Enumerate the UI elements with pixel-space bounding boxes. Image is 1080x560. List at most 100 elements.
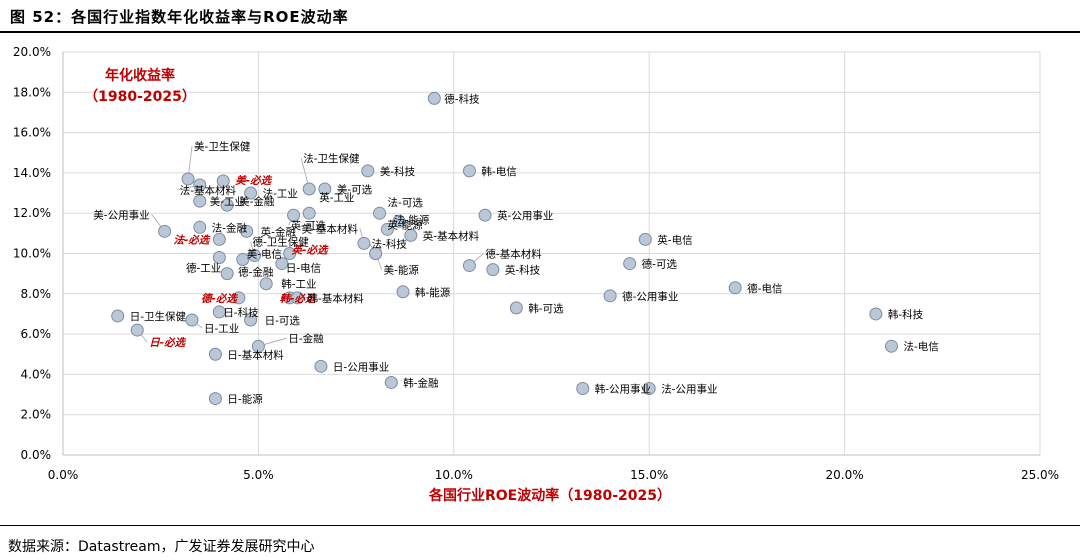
point-label: 韩-可选 bbox=[528, 302, 564, 315]
x-tick-label: 10.0% bbox=[435, 468, 473, 482]
point-label: 法-金融 bbox=[212, 221, 248, 234]
data-point bbox=[380, 222, 394, 236]
data-point bbox=[361, 164, 375, 178]
data-point bbox=[357, 236, 371, 250]
point-label: 日-电信 bbox=[286, 262, 321, 275]
data-point bbox=[244, 186, 258, 200]
data-point bbox=[244, 313, 258, 327]
point-label: 法-可选 bbox=[388, 196, 424, 209]
point-label: 日-必选 bbox=[149, 336, 186, 349]
y-tick-label: 16.0% bbox=[13, 126, 51, 140]
x-tick-label: 0.0% bbox=[48, 468, 79, 482]
point-label: 德-工业 bbox=[186, 262, 221, 275]
y-tick-label: 20.0% bbox=[13, 45, 51, 59]
data-point bbox=[236, 253, 250, 267]
y-axis-title-line1: 年化收益率 bbox=[105, 67, 175, 84]
data-point bbox=[247, 249, 261, 263]
data-point bbox=[240, 224, 254, 238]
y-tick-label: 8.0% bbox=[21, 287, 52, 301]
point-label: 德-基本材料 bbox=[485, 248, 542, 261]
point-label: 韩-必选 bbox=[280, 292, 317, 305]
point-label: 韩-能源 bbox=[415, 286, 451, 299]
data-point bbox=[392, 214, 406, 228]
data-point bbox=[462, 259, 476, 273]
point-label: 韩-科技 bbox=[888, 308, 924, 321]
point-label: 韩-电信 bbox=[481, 165, 516, 178]
y-tick-label: 2.0% bbox=[21, 408, 52, 422]
point-label: 德-卫生保健 bbox=[252, 236, 309, 249]
data-point bbox=[185, 313, 199, 327]
data-point bbox=[130, 323, 144, 337]
data-point bbox=[287, 208, 301, 222]
data-point bbox=[642, 382, 656, 396]
data-point bbox=[404, 228, 418, 242]
data-point bbox=[302, 182, 316, 196]
point-label: 德-科技 bbox=[444, 92, 480, 105]
y-tick-label: 10.0% bbox=[13, 247, 51, 261]
data-point bbox=[638, 232, 652, 246]
title-rule bbox=[0, 31, 1080, 33]
data-point bbox=[373, 206, 387, 220]
point-label: 美-电信 bbox=[247, 248, 282, 261]
data-point bbox=[193, 220, 207, 234]
data-point bbox=[232, 291, 246, 305]
gridlines bbox=[63, 51, 1041, 455]
data-point bbox=[158, 224, 172, 238]
point-label: 德-必选 bbox=[201, 292, 238, 305]
point-label: 韩-金融 bbox=[403, 376, 439, 389]
x-tick-label: 25.0% bbox=[1021, 468, 1059, 482]
y-tick-label: 0.0% bbox=[21, 448, 52, 462]
source-rule bbox=[0, 525, 1080, 526]
point-label: 美-可选 bbox=[337, 183, 373, 196]
data-point bbox=[302, 206, 316, 220]
point-label: 英-必选 bbox=[291, 244, 329, 257]
point-label: 日-金融 bbox=[288, 332, 324, 345]
point-label: 日-基本材料 bbox=[227, 348, 284, 361]
y-tick-label: 14.0% bbox=[13, 166, 51, 180]
source-note: 数据来源：Datastream，广发证券发展研究中心 bbox=[8, 539, 315, 555]
data-point bbox=[290, 291, 304, 305]
point-label: 法-能源 bbox=[394, 213, 430, 226]
point-label: 英-工业 bbox=[319, 191, 354, 204]
y-tick-label: 18.0% bbox=[13, 85, 51, 99]
point-label: 日-科技 bbox=[223, 306, 259, 319]
data-point bbox=[111, 309, 125, 323]
scatter-chart: 0.0% 2.0% 4.0% 6.0% 8.0% 10.0% 12.0% 14.0% 16.0%… bbox=[13, 45, 1059, 504]
point-label: 日-可选 bbox=[265, 314, 301, 327]
y-tick-label: 4.0% bbox=[21, 367, 52, 381]
data-point bbox=[208, 347, 222, 361]
point-label: 美-卫生保健 bbox=[194, 140, 251, 153]
x-axis-ticks: 0.0% 5.0% 10.0% 15.0% 20.0% 25.0% bbox=[48, 468, 1059, 482]
data-point bbox=[220, 198, 234, 212]
axes bbox=[62, 52, 1040, 456]
data-point bbox=[369, 247, 383, 260]
data-point bbox=[181, 172, 195, 186]
data-point bbox=[603, 289, 617, 303]
point-label: 英-公用事业 bbox=[497, 209, 553, 222]
point-label: 法-卫生保健 bbox=[303, 152, 360, 165]
point-label: 韩-公用事业 bbox=[595, 383, 651, 396]
data-point bbox=[212, 251, 226, 265]
data-point bbox=[884, 339, 898, 353]
point-label: 美-工业 bbox=[210, 195, 245, 208]
data-point bbox=[283, 247, 297, 260]
data-point bbox=[220, 267, 234, 281]
point-label: 日-能源 bbox=[227, 393, 263, 406]
point-label: 法-工业 bbox=[263, 187, 298, 200]
point-label: 韩-基本材料 bbox=[307, 292, 364, 305]
point-label: 德-金融 bbox=[238, 266, 274, 279]
data-point bbox=[314, 359, 328, 373]
data-point bbox=[193, 178, 207, 192]
point-label: 美-能源 bbox=[384, 264, 420, 277]
point-label: 美-金融 bbox=[239, 195, 275, 208]
data-point bbox=[384, 375, 398, 389]
data-point bbox=[509, 301, 523, 315]
data-point bbox=[427, 91, 441, 105]
data-point bbox=[576, 382, 590, 396]
point-label: 德-可选 bbox=[642, 258, 678, 271]
point-label: 日-公用事业 bbox=[333, 360, 389, 373]
point-label: 德-公用事业 bbox=[622, 290, 678, 303]
y-tick-label: 6.0% bbox=[21, 327, 52, 341]
point-label: 法-电信 bbox=[903, 340, 938, 353]
